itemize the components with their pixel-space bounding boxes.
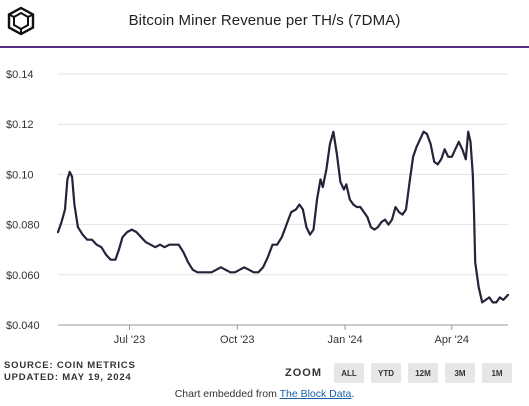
y-tick-label: $0.14: [6, 69, 34, 81]
embed-prefix: Chart embedded from: [174, 388, 280, 400]
zoom-1m-button[interactable]: 1M: [482, 363, 512, 383]
y-tick-label: $0.060: [6, 270, 40, 282]
zoom-12m-button[interactable]: 12M: [408, 363, 438, 383]
zoom-controls: ZOOM ALL YTD 12M 3M 1M: [285, 362, 519, 384]
zoom-ytd-button[interactable]: YTD: [371, 363, 401, 383]
chart-header: Bitcoin Miner Revenue per TH/s (7DMA): [0, 0, 529, 46]
x-tick-label: Jul '23: [114, 334, 145, 346]
embed-credit: Chart embedded from The Block Data.: [0, 388, 529, 400]
the-block-data-link[interactable]: The Block Data: [279, 388, 352, 400]
y-tick-label: $0.12: [6, 119, 34, 131]
x-tick-label: Apr '24: [434, 334, 469, 346]
y-tick-label: $0.080: [6, 220, 40, 232]
zoom-label: ZOOM: [285, 367, 322, 379]
embed-suffix: .: [351, 388, 355, 400]
zoom-3m-button[interactable]: 3M: [445, 363, 475, 383]
chart-title: Bitcoin Miner Revenue per TH/s (7DMA): [128, 12, 401, 29]
y-tick-label: $0.10: [6, 169, 34, 181]
source-text: SOURCE: COIN METRICS: [4, 360, 136, 371]
zoom-all-button[interactable]: ALL: [334, 363, 364, 383]
the-block-cube-icon[interactable]: [6, 6, 36, 36]
x-tick-label: Jan '24: [328, 334, 363, 346]
source-block: SOURCE: COIN METRICS UPDATED: MAY 19, 20…: [4, 360, 136, 384]
line-chart: $0.040 $0.060 $0.080 $0.10 $0.12 $0.14 Jul '23…: [6, 69, 510, 346]
y-tick-label: $0.040: [6, 320, 40, 332]
x-tick-label: Oct '23: [220, 334, 255, 346]
updated-text: UPDATED: MAY 19, 2024: [4, 372, 132, 383]
series-line: [56, 130, 510, 304]
title-divider: [0, 46, 529, 48]
